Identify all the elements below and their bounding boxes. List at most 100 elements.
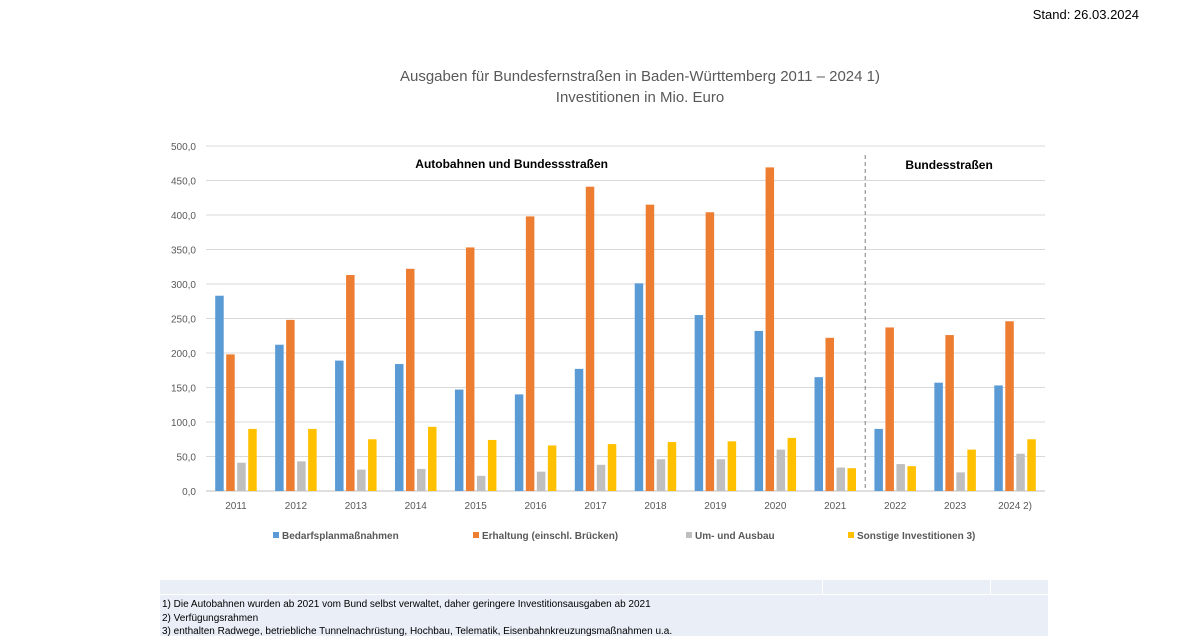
stand-date: Stand: 26.03.2024 [1032, 7, 1139, 22]
bar-erhaltung-einschl-br-cken-2015 [465, 247, 475, 491]
bar-bedarfsplanma-nahmen-2017 [574, 368, 584, 491]
bar-erhaltung-einschl-br-cken-2012 [286, 319, 295, 491]
x-tick-label: 2013 [345, 501, 368, 512]
legend-swatch [848, 532, 854, 538]
footnote-3: 3) enthalten Radwege, betriebliche Tunne… [162, 626, 673, 637]
y-tick-label: 150,0 [171, 384, 196, 395]
bar-um-und-ausbau-2022 [896, 464, 905, 491]
y-tick-label: 350,0 [171, 246, 196, 257]
x-tick-label: 2020 [764, 501, 787, 512]
bar-erhaltung-einschl-br-cken-2016 [525, 216, 535, 491]
bar-bedarfsplanma-nahmen-2011 [215, 295, 224, 491]
bar-erhaltung-einschl-br-cken-2014 [406, 268, 415, 491]
bar-erhaltung-einschl-br-cken-2022 [885, 327, 894, 491]
bar-um-und-ausbau-2012 [297, 461, 306, 491]
bar-um-und-ausbau-2024-2- [1016, 453, 1025, 491]
bar-sonstige-investitionen-3-2013 [368, 439, 377, 491]
annotation-autobahnen: Autobahnen und Bundessstraßen [415, 157, 608, 171]
bar-erhaltung-einschl-br-cken-2023 [945, 335, 954, 491]
bar-bedarfsplanma-nahmen-2023 [934, 382, 943, 491]
x-tick-label: 2015 [465, 501, 488, 512]
chart-title-block: Ausgaben für Bundesfernstraßen in Baden-… [240, 66, 1040, 108]
bar-sonstige-investitionen-3-2024-2- [1027, 439, 1036, 491]
legend-label: Bedarfsplanmaßnahmen [282, 531, 399, 542]
bar-bedarfsplanma-nahmen-2013 [335, 360, 344, 491]
bar-bedarfsplanma-nahmen-2021 [814, 377, 823, 491]
legend-swatch [273, 532, 279, 538]
legend-label: Um- und Ausbau [695, 531, 775, 542]
x-tick-label: 2018 [644, 501, 667, 512]
bar-sonstige-investitionen-3-2021 [847, 468, 856, 491]
bar-um-und-ausbau-2019 [716, 459, 726, 491]
x-tick-label: 2012 [285, 501, 308, 512]
bar-um-und-ausbau-2015 [476, 475, 486, 491]
bar-erhaltung-einschl-br-cken-2017 [585, 186, 595, 491]
x-tick-label: 2011 [225, 501, 247, 512]
legend-swatch [686, 532, 692, 538]
bar-um-und-ausbau-2023 [956, 472, 965, 491]
chart-subtitle: Investitionen in Mio. Euro [555, 89, 725, 106]
footnotes: 1) Die Autobahnen wurden ab 2021 vom Bun… [162, 598, 672, 639]
footnote-2: 2) Verfügungsrahmen [162, 612, 259, 624]
bar-sonstige-investitionen-3-2015 [487, 439, 497, 491]
chart-title: Ausgaben für Bundesfernstraßen in Baden-… [399, 68, 880, 85]
x-tick-label: 2017 [584, 501, 607, 512]
bar-bedarfsplanma-nahmen-2016 [514, 394, 524, 491]
bar-sonstige-investitionen-3-2020 [787, 437, 797, 491]
bar-um-und-ausbau-2014 [417, 468, 426, 491]
x-tick-label: 2016 [524, 501, 547, 512]
bar-erhaltung-einschl-br-cken-2019 [705, 212, 715, 492]
y-tick-label: 450,0 [171, 177, 196, 188]
bar-erhaltung-einschl-br-cken-2024-2- [1005, 321, 1014, 491]
bar-bedarfsplanma-nahmen-2018 [634, 283, 644, 491]
y-tick-label: 100,0 [171, 418, 196, 429]
x-tick-label: 2014 [405, 501, 428, 512]
y-tick-label: 200,0 [171, 349, 196, 360]
footnote-header-divider [822, 580, 823, 594]
bar-erhaltung-einschl-br-cken-2018 [645, 204, 655, 491]
y-tick-label: 400,0 [171, 211, 196, 222]
bar-erhaltung-einschl-br-cken-2011 [226, 354, 235, 491]
bar-sonstige-investitionen-3-2019 [727, 441, 737, 491]
bar-bedarfsplanma-nahmen-2022 [874, 428, 883, 491]
footnote-box [160, 580, 1048, 636]
bar-um-und-ausbau-2018 [656, 459, 666, 491]
footnote-header-divider [990, 580, 991, 594]
x-tick-label: 2019 [704, 501, 727, 512]
legend-label: Erhaltung (einschl. Brücken) [482, 531, 618, 542]
bar-erhaltung-einschl-br-cken-2020 [765, 167, 775, 491]
bar-um-und-ausbau-2021 [836, 467, 845, 491]
bar-sonstige-investitionen-3-2017 [607, 444, 617, 491]
bar-sonstige-investitionen-3-2023 [967, 449, 976, 491]
bar-um-und-ausbau-2011 [237, 462, 246, 491]
legend-label: Sonstige Investitionen 3) [857, 531, 975, 542]
bar-sonstige-investitionen-3-2022 [907, 466, 916, 491]
legend-swatch [473, 532, 479, 538]
bar-bedarfsplanma-nahmen-2019 [694, 315, 704, 491]
annotation-bundesstrassen: Bundesstraßen [905, 158, 992, 172]
x-tick-label: 2023 [944, 501, 967, 512]
footnote-1: 1) Die Autobahnen wurden ab 2021 vom Bun… [162, 599, 651, 610]
bar-sonstige-investitionen-3-2016 [547, 445, 557, 491]
bar-erhaltung-einschl-br-cken-2021 [825, 337, 834, 491]
bar-um-und-ausbau-2020 [776, 449, 786, 491]
bar-chart: 0,0 50,0 100,0 150,0 200,0 250,0 300,0 350,0 400… [171, 142, 1045, 542]
x-tick-label: 2024 2) [998, 501, 1032, 512]
bar-sonstige-investitionen-3-2012 [308, 428, 317, 491]
y-tick-label: 500,0 [171, 142, 196, 153]
bar-um-und-ausbau-2013 [357, 469, 366, 491]
bar-sonstige-investitionen-3-2018 [667, 442, 677, 491]
footnote-header-line [160, 594, 1048, 595]
bar-bedarfsplanma-nahmen-2014 [395, 364, 404, 491]
bar-bedarfsplanma-nahmen-2015 [454, 389, 464, 491]
bar-um-und-ausbau-2017 [596, 464, 606, 491]
bar-sonstige-investitionen-3-2014 [428, 426, 437, 491]
bar-erhaltung-einschl-br-cken-2013 [346, 275, 355, 491]
y-tick-label: 0,0 [182, 487, 196, 498]
bar-um-und-ausbau-2016 [536, 471, 546, 491]
bar-bedarfsplanma-nahmen-2024-2- [994, 385, 1003, 491]
y-tick-label: 250,0 [171, 315, 196, 326]
x-tick-label: 2021 [824, 501, 847, 512]
bar-bedarfsplanma-nahmen-2012 [275, 344, 284, 491]
y-tick-label: 300,0 [171, 280, 196, 291]
